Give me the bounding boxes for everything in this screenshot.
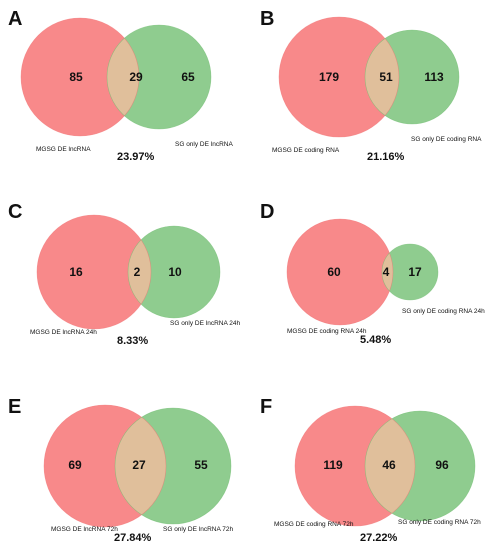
- right-only-count: 17: [408, 265, 422, 279]
- venn-panel-c: C 16 2 10 MGSG DE lncRNA 24h SG only DE …: [8, 201, 240, 347]
- right-only-count: 65: [181, 70, 195, 84]
- venn-panel-f: F 119 46 96 MGSG DE coding RNA 72h SG on…: [260, 396, 481, 544]
- left-set-label: MGSG DE lncRNA 24h: [30, 329, 97, 336]
- overlap-region: [115, 408, 166, 524]
- overlap-percent: 21.16%: [367, 151, 405, 163]
- left-set-outline: [20, 17, 140, 137]
- left-set-outline: [286, 218, 394, 326]
- right-set-label: SG only DE coding RNA 72h: [398, 519, 481, 526]
- panel-letter: A: [8, 8, 22, 30]
- overlap-region: [365, 30, 399, 124]
- panel-letter: C: [8, 201, 22, 223]
- right-set-outline: [127, 225, 221, 319]
- overlap-count: 27: [132, 458, 146, 472]
- left-set-outline: [43, 404, 167, 528]
- panel-letter: E: [8, 396, 21, 418]
- overlap-percent: 23.97%: [117, 151, 155, 163]
- left-set-label: MGSG DE lncRNA: [36, 146, 91, 153]
- overlap-count: 46: [382, 458, 396, 472]
- venn-panel-d: D 60 4 17 MGSG DE coding RNA 24h SG only…: [260, 201, 485, 346]
- right-set-circle: [128, 226, 220, 318]
- right-only-count: 96: [435, 458, 449, 472]
- overlap-count: 51: [379, 70, 393, 84]
- left-set-label: MGSG DE coding RNA: [272, 147, 340, 154]
- right-only-count: 10: [168, 265, 182, 279]
- right-set-label: SG only DE coding RNA 24h: [402, 308, 485, 315]
- right-set-circle: [382, 244, 438, 300]
- venn-panel-b: B 179 51 113 MGSG DE coding RNA SG only …: [260, 8, 482, 163]
- left-only-count: 69: [68, 458, 82, 472]
- overlap-count: 4: [383, 265, 390, 279]
- left-set-outline: [278, 16, 400, 138]
- left-only-count: 119: [323, 458, 343, 472]
- overlap-count: 29: [129, 70, 143, 84]
- left-set-circle: [37, 215, 151, 329]
- right-set-label: SG only DE lncRNA: [175, 141, 233, 148]
- left-set-circle: [287, 219, 393, 325]
- overlap-percent: 8.33%: [117, 335, 148, 347]
- left-only-count: 85: [69, 70, 83, 84]
- venn-panel-a: A 85 29 65 MGSG DE lncRNA SG only DE lnc…: [8, 8, 233, 163]
- venn-panel-e: E 69 27 55 MGSG DE lncRNA 72h SG only DE…: [8, 396, 233, 544]
- right-set-label: SG only DE lncRNA 24h: [170, 320, 240, 327]
- left-set-outline: [36, 214, 152, 330]
- right-set-outline: [106, 24, 212, 130]
- right-only-count: 113: [424, 70, 444, 84]
- overlap-percent: 27.22%: [360, 532, 398, 544]
- right-only-count: 55: [194, 458, 208, 472]
- left-only-count: 179: [319, 70, 339, 84]
- right-set-outline: [114, 407, 232, 525]
- panel-letter: B: [260, 8, 274, 30]
- panel-letter: D: [260, 201, 274, 223]
- overlap-count: 2: [134, 265, 141, 279]
- left-set-circle: [21, 18, 139, 136]
- left-set-label: MGSG DE coding RNA 24h: [287, 328, 367, 335]
- left-set-label: MGSG DE coding RNA 72h: [274, 521, 354, 528]
- overlap-percent: 27.84%: [114, 532, 152, 544]
- right-set-label: SG only DE coding RNA: [411, 136, 482, 143]
- right-set-outline: [364, 410, 476, 522]
- right-set-outline: [381, 243, 439, 301]
- right-set-label: SG only DE lncRNA 72h: [163, 526, 233, 533]
- left-only-count: 16: [69, 265, 83, 279]
- panel-letter: F: [260, 396, 272, 418]
- overlap-region: [365, 411, 415, 521]
- left-only-count: 60: [327, 265, 341, 279]
- left-set-label: MGSG DE lncRNA 72h: [51, 526, 118, 533]
- overlap-percent: 5.48%: [360, 334, 391, 346]
- left-set-outline: [294, 405, 416, 527]
- left-set-circle: [279, 17, 399, 137]
- right-set-outline: [364, 29, 460, 125]
